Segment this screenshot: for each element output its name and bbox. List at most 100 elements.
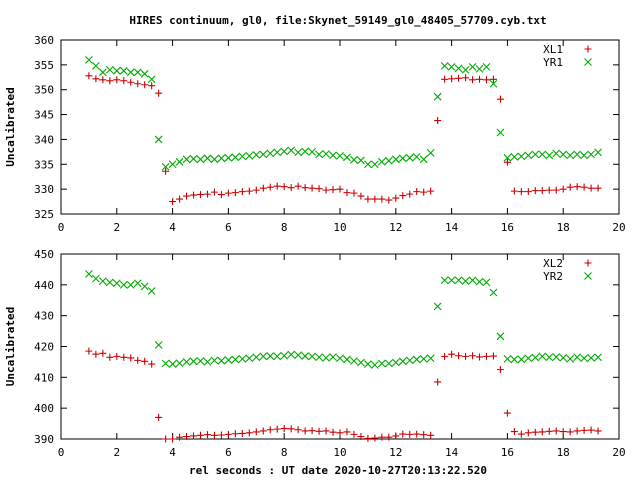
data-point-xl2 (169, 435, 177, 443)
data-point-xl1 (259, 184, 267, 192)
y-tick-label: 335 (34, 158, 54, 171)
data-point-yr2 (594, 353, 602, 362)
data-point-yr2 (259, 352, 268, 361)
data-point-yr1 (329, 151, 337, 160)
data-point-xl2 (329, 428, 337, 436)
data-point-yr2 (196, 357, 205, 365)
y-tick-label: 390 (34, 433, 54, 446)
data-point-xl2 (496, 366, 504, 374)
data-point-yr1 (168, 160, 177, 169)
data-point-yr1 (98, 68, 107, 77)
data-point-xl1 (92, 75, 100, 83)
data-point-yr2 (280, 351, 289, 360)
y-axis-label-top: Uncalibrated (4, 87, 17, 166)
data-point-yr2 (475, 277, 484, 286)
data-point-yr1 (336, 151, 344, 160)
data-point-xl1 (489, 75, 497, 83)
data-point-yr2 (189, 357, 198, 366)
data-point-xl2 (155, 413, 163, 421)
data-point-xl2 (148, 360, 156, 368)
y-tick-label: 400 (34, 402, 54, 415)
data-point-xl1 (99, 76, 107, 84)
data-point-yr1 (280, 147, 289, 156)
data-point-yr2 (168, 360, 177, 368)
data-point-xl2 (587, 426, 595, 434)
data-point-yr2 (98, 277, 107, 286)
data-point-xl1 (301, 184, 309, 192)
data-point-xl2 (350, 430, 358, 438)
data-point-xl2 (489, 352, 497, 360)
data-point-yr1 (357, 156, 365, 165)
data-point-xl2 (441, 352, 449, 360)
data-point-yr2 (461, 277, 470, 286)
data-point-xl2 (92, 350, 100, 358)
x-tick-label: 14 (445, 446, 459, 459)
data-point-yr1 (308, 147, 316, 156)
data-point-yr2 (203, 358, 212, 366)
data-point-yr2 (126, 280, 135, 289)
data-point-yr1 (182, 155, 191, 164)
data-point-xl2 (280, 425, 288, 433)
data-point-yr2 (566, 354, 575, 363)
data-point-yr1 (266, 149, 275, 158)
data-point-yr1 (217, 154, 226, 163)
data-point-xl2 (120, 353, 128, 361)
data-point-yr2 (315, 353, 323, 362)
x-tick-label: 6 (225, 446, 232, 459)
legend-marker-yr1 (584, 58, 592, 66)
series-xl1 (85, 72, 602, 206)
data-point-xl2 (259, 427, 267, 435)
data-point-yr1 (147, 75, 156, 84)
data-point-xl1 (545, 186, 553, 194)
data-point-xl2 (552, 427, 560, 435)
data-point-yr2 (154, 341, 163, 349)
data-point-yr1 (475, 64, 484, 73)
data-point-xl1 (280, 183, 288, 191)
data-point-yr2 (294, 351, 303, 360)
data-point-xl2 (434, 378, 442, 386)
data-point-xl2 (392, 432, 400, 440)
data-point-yr2 (510, 355, 519, 364)
data-point-xl1 (134, 80, 142, 88)
data-point-xl2 (287, 425, 295, 433)
data-point-yr1 (273, 148, 282, 157)
data-point-xl2 (573, 427, 581, 435)
data-point-yr2 (357, 358, 365, 367)
data-point-yr1 (384, 156, 393, 165)
legend-marker-xl1 (584, 45, 592, 53)
data-point-yr2 (496, 332, 505, 341)
data-point-yr2 (161, 359, 170, 368)
x-tick-label: 10 (333, 221, 346, 234)
y-tick-label: 410 (34, 371, 54, 384)
data-point-xl1 (120, 77, 128, 85)
data-point-xl2 (510, 428, 518, 436)
chart-panel-top: 0 2 4 6 8 10 12 14 16 18 20 325 330 335 340 345 350 355 36… (4, 34, 626, 234)
data-point-yr1 (224, 153, 233, 162)
y-tick-label: 430 (34, 310, 54, 323)
data-point-yr2 (545, 353, 554, 362)
data-point-xl2 (413, 430, 421, 438)
data-point-yr2 (224, 356, 233, 364)
data-point-xl2 (566, 428, 574, 436)
data-point-xl1 (141, 81, 149, 89)
data-point-xl2 (141, 357, 149, 365)
y-tick-label: 330 (34, 183, 54, 196)
data-point-xl2 (357, 433, 365, 441)
data-point-yr1 (398, 154, 407, 163)
data-point-yr1 (161, 162, 170, 171)
data-point-xl2 (162, 435, 170, 443)
data-point-yr2 (447, 276, 456, 285)
y-tick-label: 325 (34, 208, 54, 221)
y-axis-label-bottom: Uncalibrated (4, 307, 17, 386)
data-point-xl1 (322, 186, 330, 194)
data-point-xl2 (517, 430, 525, 438)
data-point-xl1 (496, 95, 504, 103)
data-point-yr2 (336, 354, 344, 363)
data-point-yr2 (85, 270, 93, 278)
data-point-yr2 (329, 353, 337, 361)
data-point-xl2 (210, 431, 218, 439)
x-tick-label: 14 (445, 221, 459, 234)
data-point-yr1 (175, 157, 184, 166)
data-point-xl2 (406, 430, 414, 438)
